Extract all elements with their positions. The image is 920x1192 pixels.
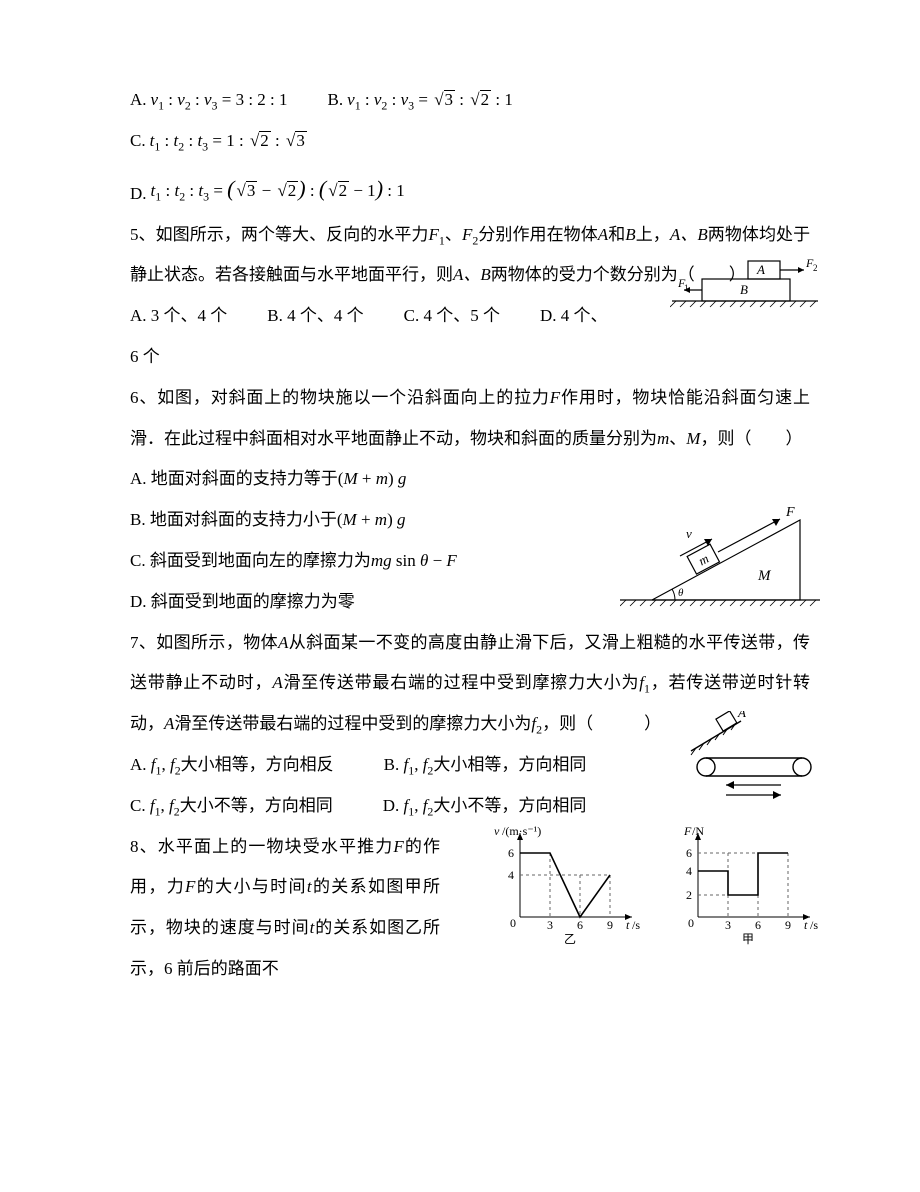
svg-text:A: A	[737, 711, 746, 720]
q8-chart-f: F/N t/s 0 3 6 9 6 4 2 甲	[670, 821, 820, 946]
svg-text:9: 9	[785, 918, 791, 932]
svg-text:F: F	[683, 824, 692, 838]
svg-text:甲: 甲	[742, 932, 754, 946]
q4-opt-a: A. v1 : v2 : v3 = 3 : 2 : 1	[130, 80, 288, 121]
svg-text:v: v	[686, 526, 692, 541]
opt-label: A.	[130, 80, 147, 121]
svg-text:6: 6	[686, 846, 692, 860]
svg-text:4: 4	[686, 864, 692, 878]
q4-options: A. v1 : v2 : v3 = 3 : 2 : 1 B. v1 : v2 :…	[130, 80, 810, 215]
q5-figure: A B F1 F2	[670, 249, 820, 309]
q7-figure: A	[686, 711, 816, 801]
opt-label: D.	[130, 174, 147, 215]
svg-text:A: A	[756, 262, 765, 277]
q6-opt-a: A. 地面对斜面的支持力等于(M + m) g	[130, 459, 810, 500]
q7-opt-c: C. f1, f2大小不等，方向相同	[130, 786, 333, 827]
q5-opt-a: A. 3 个、4 个	[130, 296, 227, 337]
svg-text:B: B	[740, 282, 748, 297]
svg-text:6: 6	[755, 918, 761, 932]
q7: 7、如图所示，物体A从斜面某一不变的高度由静止滑下后，又滑上粗糙的水平传送带，传…	[130, 623, 810, 827]
svg-text:2: 2	[813, 263, 818, 273]
q4-opt-d: D. t1 : t2 : t3 = (3 − 2) : (2 − 1) : 1	[130, 162, 405, 215]
svg-text:/(m·s⁻¹): /(m·s⁻¹)	[502, 824, 541, 838]
svg-text:F: F	[785, 505, 795, 520]
q7-opt-b: B. f1, f2大小相等，方向相同	[384, 745, 587, 786]
q8: 8、水平面上的一物块受水平推力F的作用，力F的大小与时间t的关系如图甲所示，物块…	[130, 827, 810, 990]
svg-text:4: 4	[508, 868, 514, 882]
svg-text:/s: /s	[810, 918, 818, 932]
svg-text:0: 0	[510, 916, 516, 930]
q6-figure: m F v M θ	[620, 496, 820, 616]
q8-stem: 8、水平面上的一物块受水平推力F的作用，力F的大小与时间t的关系如图甲所示，物块…	[130, 827, 440, 990]
svg-text:0: 0	[688, 916, 694, 930]
q4-d-expr: t1 : t2 : t3 = (3 − 2) : (2 − 1) : 1	[151, 162, 405, 215]
svg-text:9: 9	[607, 918, 613, 932]
svg-text:3: 3	[725, 918, 731, 932]
svg-text:/N: /N	[692, 824, 704, 838]
svg-text:1: 1	[684, 283, 689, 293]
q8-chart-v: v/(m·s⁻¹) t/s 0 3 6 9 6 4 乙	[492, 821, 642, 946]
svg-text:m: m	[696, 551, 711, 569]
q4-a-expr: v1 : v2 : v3 = 3 : 2 : 1	[151, 80, 288, 121]
q4-opt-c: C. t1 : t2 : t3 = 1 : 2 : 3	[130, 121, 307, 162]
svg-text:t: t	[626, 918, 630, 932]
svg-text:6: 6	[577, 918, 583, 932]
svg-text:3: 3	[547, 918, 553, 932]
text: 5、如图所示，两个等大、反向的水平力	[130, 225, 429, 244]
svg-text:2: 2	[686, 888, 692, 902]
svg-text:t: t	[804, 918, 808, 932]
q7-opt-a: A. f1, f2大小相等，方向相反	[130, 745, 334, 786]
opt-label: C.	[130, 121, 146, 162]
svg-text:M: M	[757, 568, 772, 584]
q4-opt-b: B. v1 : v2 : v3 = 3 : 2 : 1	[328, 80, 513, 121]
q5-opt-b: B. 4 个、4 个	[267, 296, 363, 337]
svg-text:/s: /s	[632, 918, 640, 932]
q5-opt-c: C. 4 个、5 个	[404, 296, 500, 337]
q4-b-expr: v1 : v2 : v3 = 3 : 2 : 1	[347, 80, 513, 121]
q5-opt-d-line2: 6 个	[130, 337, 810, 378]
q5-opt-d: D. 4 个、	[540, 296, 608, 337]
svg-text:v: v	[494, 824, 500, 838]
svg-text:θ: θ	[678, 587, 684, 599]
q8-figures: v/(m·s⁻¹) t/s 0 3 6 9 6 4 乙 F/N t/s 0	[492, 821, 820, 946]
opt-label: B.	[328, 80, 344, 121]
svg-text:乙: 乙	[564, 932, 576, 946]
q5: 5、如图所示，两个等大、反向的水平力F1、F2分别作用在物体A和B上，A、B两物…	[130, 215, 810, 378]
q6-stem: 6、如图，对斜面上的物块施以一个沿斜面向上的拉力F作用时，物块恰能沿斜面匀速上滑…	[130, 378, 810, 460]
q4-c-expr: t1 : t2 : t3 = 1 : 2 : 3	[150, 121, 307, 162]
q6: 6、如图，对斜面上的物块施以一个沿斜面向上的拉力F作用时，物块恰能沿斜面匀速上滑…	[130, 378, 810, 623]
svg-text:6: 6	[508, 846, 514, 860]
